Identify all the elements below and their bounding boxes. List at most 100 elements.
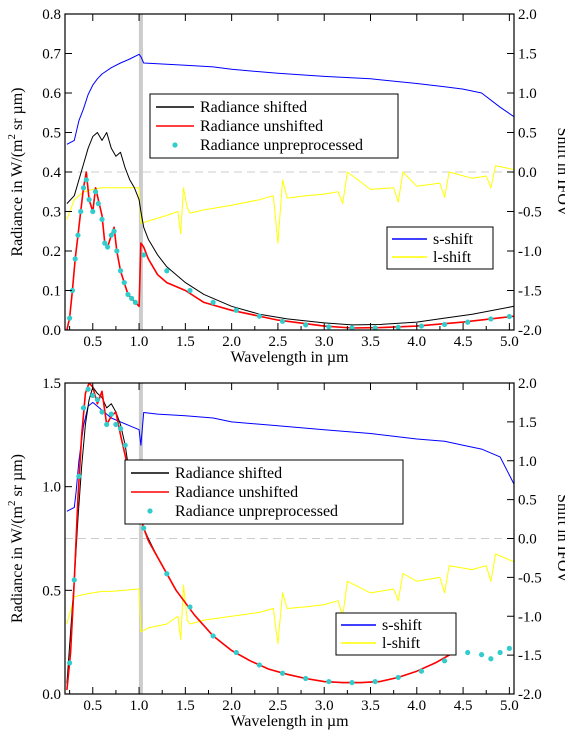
radiance-unpreprocessed-point	[497, 649, 503, 656]
y2-tick-label: 1.0	[518, 454, 537, 470]
radiance-unpreprocessed-point	[71, 577, 77, 583]
legend-s-shift-label: s-shift	[382, 617, 423, 634]
x-tick-label: 4.5	[454, 698, 473, 714]
x-tick-label: 0.5	[83, 698, 102, 714]
x-tick-label: 3.5	[361, 698, 380, 714]
plot-area	[65, 383, 514, 694]
radiance-unpreprocessed-point	[395, 674, 401, 681]
chart-panel-top: 0.5 1.0 1.5 2.0 2.5 3.0 3.5 4.0 4.5 5.0 0.0 0.1 0.2 0…	[6, 7, 565, 366]
y2-tick-label: 0.0	[518, 165, 537, 181]
x-tick-label: 4.0	[407, 334, 426, 350]
radiance-unpreprocessed-point	[104, 244, 111, 250]
radiance-unpreprocessed-point	[418, 323, 425, 329]
x-tick-label: 1.5	[176, 698, 195, 714]
radiance-unpreprocessed-point	[141, 252, 147, 258]
y2-tick-label: -2.0	[518, 687, 542, 703]
radiance-unpreprocessed-point	[67, 660, 73, 666]
legend-radiance-unpreprocessed-label: Radiance unpreprocessed	[200, 137, 363, 154]
radiance-unpreprocessed-point	[465, 649, 471, 656]
legend-radiance-box	[124, 459, 404, 525]
y2-tick-label: 1.5	[518, 415, 537, 431]
radiance-unpreprocessed-point	[372, 325, 378, 330]
radiance-unpreprocessed-point	[256, 313, 263, 319]
y-tick-label: 0.2	[42, 244, 61, 260]
x-tick-label: 1.5	[176, 334, 195, 350]
radiance-unpreprocessed-point	[141, 525, 147, 531]
radiance-unpreprocessed-point	[488, 656, 494, 662]
radiance-unpreprocessed-point	[478, 652, 485, 658]
y2-tick-label: 1.0	[518, 86, 537, 102]
y2-tick-label: -1.5	[518, 648, 542, 664]
y-axis-title-part: sr µm)	[9, 454, 26, 501]
radiance-unpreprocessed-point	[187, 287, 193, 294]
y2-tick-label: 1.5	[518, 47, 537, 63]
x-tick-label: 2.0	[222, 334, 241, 350]
chart-panel-bottom: 0.5 1.0 1.5 2.0 2.5 3.0 3.5 4.0 4.5 5.0 0.0 0.5 1.0 1…	[6, 376, 565, 730]
y2-tick-label: 0.0	[518, 532, 537, 548]
radiance-unpreprocessed-point	[83, 177, 89, 183]
radiance-unpreprocessed-point	[76, 473, 82, 479]
radiance-unpreprocessed-point	[326, 678, 332, 685]
radiance-unpreprocessed-point	[418, 668, 425, 674]
x-tick-label: 1.0	[130, 334, 149, 350]
radiance-unpreprocessed-point	[125, 291, 131, 298]
x-tick-label: 5.0	[500, 334, 519, 350]
x-tick-label: 3.0	[315, 698, 334, 714]
radiance-unpreprocessed-point	[279, 318, 286, 324]
y-tick-label: 0.6	[42, 86, 61, 102]
y-axis-title-sup: 2	[6, 134, 18, 140]
y-axis-title-part: Radiance in W/(m	[9, 505, 26, 623]
x-tick-label: 1.0	[130, 698, 149, 714]
radiance-unpreprocessed-point	[132, 299, 138, 305]
radiance-unpreprocessed-point	[121, 280, 127, 286]
y2-tick-label: -1.5	[518, 284, 542, 300]
radiance-unpreprocessed-point	[279, 670, 286, 676]
radiance-unpreprocessed-point	[92, 189, 99, 195]
y2-tick-label: -2.0	[518, 323, 542, 339]
x-tick-label: 0.5	[83, 334, 102, 350]
legend-radiance-unshifted-label: Radiance unshifted	[200, 118, 323, 135]
y-tick-label: 1.0	[42, 480, 61, 496]
radiance-unpreprocessed-point	[349, 325, 355, 330]
s-shift-line	[66, 401, 514, 512]
radiance-unpreprocessed-point	[129, 295, 135, 301]
radiance-unpreprocessed-point	[99, 409, 105, 415]
y-tick-label: 0.5	[42, 126, 61, 142]
radiance-unpreprocessed-point	[108, 411, 114, 417]
l-shift-line	[66, 553, 514, 644]
y2-tick-label: -1.0	[518, 609, 542, 625]
y2-axis-title: Shift in IFOV	[554, 494, 565, 583]
plot-area	[65, 14, 514, 330]
radiance-unpreprocessed-point	[90, 392, 96, 399]
x-tick-label: 3.0	[315, 334, 334, 350]
radiance-unpreprocessed-point	[95, 201, 101, 207]
y-tick-label: 0.4	[42, 165, 61, 181]
radiance-unpreprocessed-point	[69, 287, 76, 294]
y2-tick-label: 0.5	[518, 493, 537, 509]
radiance-unpreprocessed-point	[256, 662, 263, 668]
legend-shift-box	[335, 612, 457, 656]
x-tick-label: 5.0	[500, 698, 519, 714]
l-shift-line	[66, 165, 514, 244]
radiance-unpreprocessed-point	[349, 679, 355, 686]
legend-radiance-unpreprocessed-marker	[172, 142, 178, 148]
x-axis-title: Wavelength in µm	[230, 713, 349, 730]
y2-tick-label: -0.5	[518, 205, 542, 221]
y2-tick-label: -1.0	[518, 244, 542, 260]
x-tick-label: 2.5	[269, 698, 288, 714]
radiance-unpreprocessed-point	[72, 256, 78, 262]
radiance-unpreprocessed-point	[233, 649, 239, 656]
y-tick-label: 0.0	[42, 323, 61, 339]
y-axis-title-part: sr µm)	[9, 87, 26, 134]
radiance-unpreprocessed-point	[210, 633, 216, 639]
y-axis-title: Radiance in W/(m2 sr µm)	[6, 454, 26, 623]
y-axis-title-sup: 2	[6, 501, 18, 507]
radiance-unpreprocessed-point	[303, 322, 309, 328]
radiance-unpreprocessed-point	[441, 658, 448, 664]
radiance-unpreprocessed-point	[67, 315, 73, 321]
radiance-unpreprocessed-point	[94, 396, 101, 403]
y-tick-label: 0.3	[42, 205, 61, 221]
radiance-unpreprocessed-point	[75, 232, 81, 238]
legend-radiance-unpreprocessed-label: Radiance unpreprocessed	[175, 503, 338, 520]
